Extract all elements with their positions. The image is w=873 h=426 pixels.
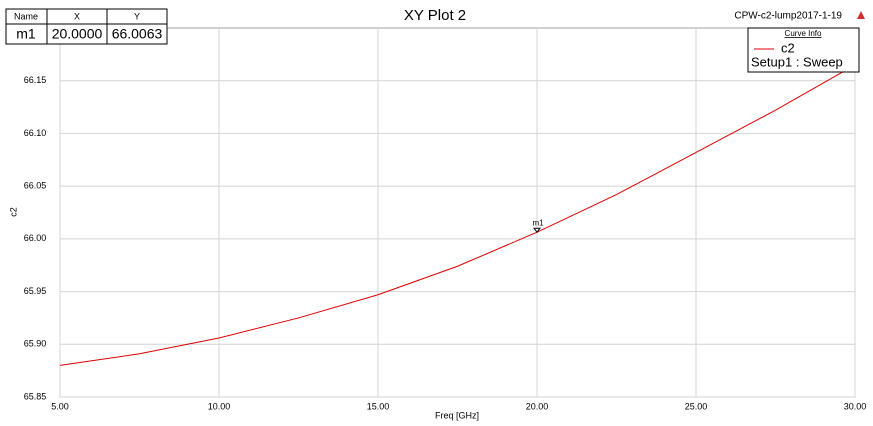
y-tick-label: 66.05 (24, 181, 47, 191)
legend-box (747, 27, 860, 73)
chart-title: XY Plot 2 (404, 7, 466, 24)
x-tick-label: 20.00 (526, 401, 549, 411)
x-tick-label: 10.00 (208, 401, 231, 411)
y-tick-label: 66.10 (24, 128, 47, 138)
marker-label: m1 (532, 218, 544, 227)
curve (59, 64, 856, 366)
table-cell: 20.0000 (52, 26, 103, 42)
x-tick-label: 25.00 (685, 401, 708, 411)
alert-icon (857, 11, 865, 19)
table-header: Name (14, 11, 38, 21)
y-tick-label: 65.85 (24, 391, 47, 401)
y-axis-label: c2 (8, 207, 18, 217)
x-tick-label: 5.00 (51, 401, 69, 411)
legend-setup: Setup1 : Sweep (751, 54, 843, 69)
y-tick-label: 65.90 (24, 339, 47, 349)
table-header: Y (134, 11, 140, 21)
legend-entry: c2 (781, 40, 795, 55)
table-cell: m1 (16, 26, 36, 42)
chart-subtitle: CPW-c2-lump2017-1-19 (734, 11, 842, 22)
table-frame (5, 8, 168, 45)
y-tick-label: 66.00 (24, 233, 47, 243)
x-tick-label: 30.00 (844, 401, 867, 411)
marker (533, 227, 541, 234)
plot-area (59, 27, 856, 398)
table-header: X (74, 11, 80, 21)
y-tick-label: 65.95 (24, 286, 47, 296)
marker-table: Name X Y m1 20.0000 66.0063 (5, 8, 168, 45)
x-tick-label: 15.00 (367, 401, 390, 411)
table-cell: 66.0063 (112, 26, 163, 42)
y-tick-label: 66.15 (24, 75, 47, 85)
x-axis-label: Freq [GHz] (435, 410, 479, 420)
legend-title: Curve Info (785, 29, 822, 38)
